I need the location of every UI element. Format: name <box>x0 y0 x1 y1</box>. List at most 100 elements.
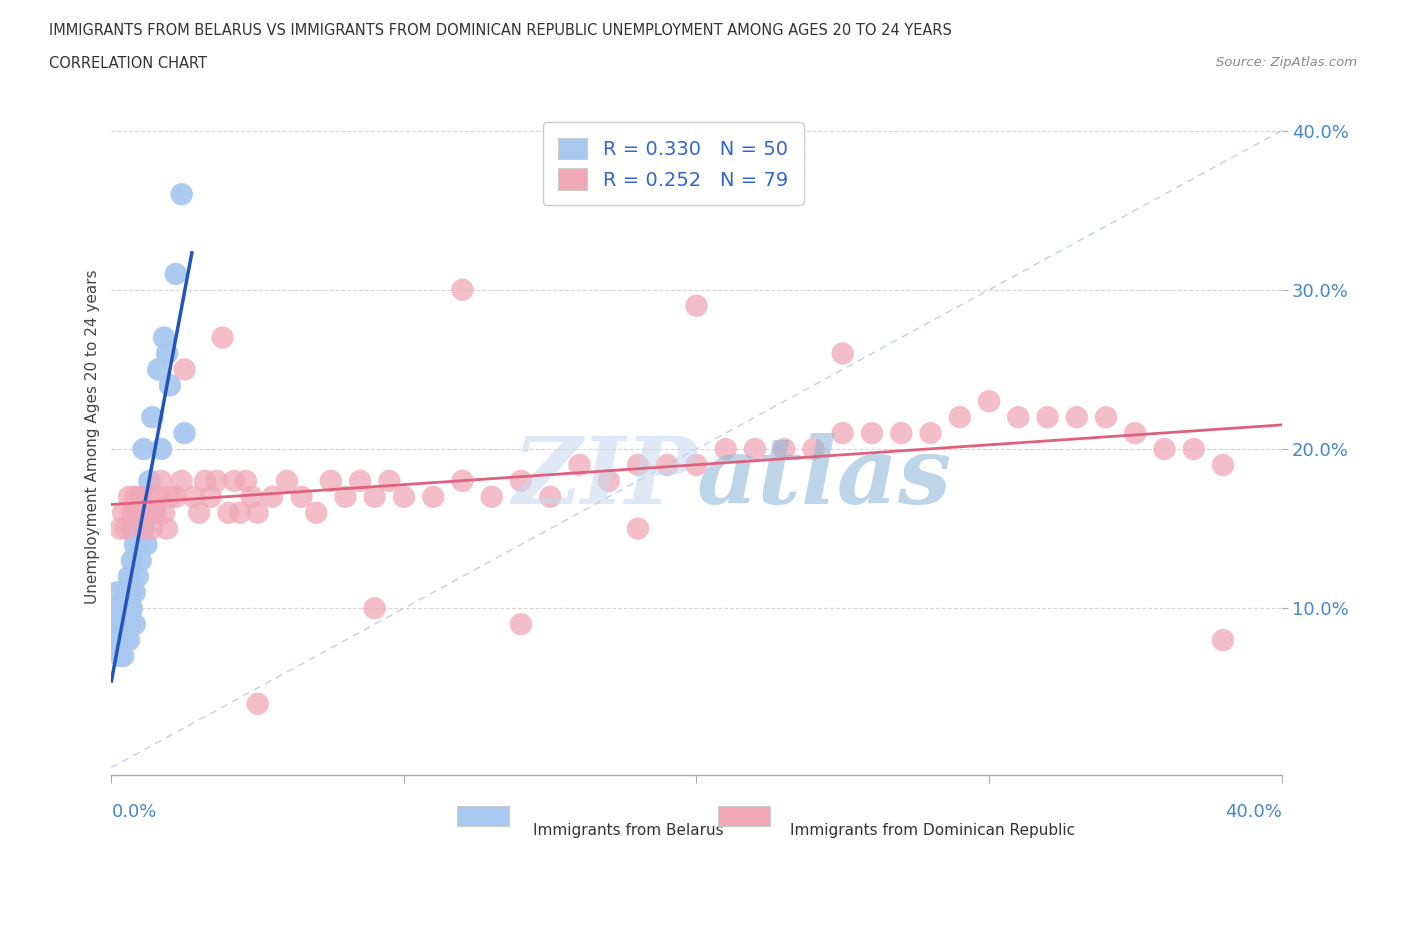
Point <box>165 489 187 504</box>
Point <box>108 648 131 663</box>
Point <box>200 489 222 504</box>
Point <box>153 330 176 345</box>
Point <box>860 426 883 441</box>
FancyBboxPatch shape <box>717 806 770 826</box>
Point <box>132 521 155 536</box>
Point <box>115 632 138 647</box>
Point <box>112 617 135 631</box>
Point <box>112 632 135 647</box>
Point <box>949 410 972 425</box>
Point <box>108 632 131 647</box>
Point <box>1036 410 1059 425</box>
Point <box>108 617 131 631</box>
Point <box>173 426 195 441</box>
Point <box>103 632 125 647</box>
Point <box>127 569 149 584</box>
Point <box>124 538 146 552</box>
Point <box>127 505 149 520</box>
Point <box>568 458 591 472</box>
Point <box>108 632 131 647</box>
Point <box>118 489 141 504</box>
Point <box>217 505 239 520</box>
Point <box>108 601 131 616</box>
Point <box>170 187 193 202</box>
Point <box>105 601 128 616</box>
Point <box>229 505 252 520</box>
Point <box>138 489 160 504</box>
Point <box>714 442 737 457</box>
Point <box>150 473 173 488</box>
Point <box>115 617 138 631</box>
Point <box>121 601 143 616</box>
Point <box>141 410 163 425</box>
Point <box>510 617 533 631</box>
Point <box>129 538 152 552</box>
Point <box>121 601 143 616</box>
Point <box>181 489 204 504</box>
Point <box>1153 442 1175 457</box>
Point <box>1123 426 1146 441</box>
Point <box>121 521 143 536</box>
Point <box>156 521 179 536</box>
Point <box>1182 442 1205 457</box>
Point <box>108 648 131 663</box>
Point <box>803 442 825 457</box>
Point <box>627 521 650 536</box>
Point <box>118 632 141 647</box>
Point <box>121 521 143 536</box>
Point <box>118 601 141 616</box>
Point <box>124 585 146 600</box>
Point <box>115 632 138 647</box>
Point <box>112 648 135 663</box>
Point <box>262 489 284 504</box>
Point <box>132 521 155 536</box>
Point <box>977 393 1000 408</box>
Point <box>135 505 157 520</box>
Point <box>115 617 138 631</box>
Point <box>598 473 620 488</box>
Point <box>148 362 170 377</box>
Point <box>118 569 141 584</box>
Text: 40.0%: 40.0% <box>1225 803 1281 820</box>
Text: Immigrants from Dominican Republic: Immigrants from Dominican Republic <box>790 823 1076 838</box>
Point <box>150 442 173 457</box>
Point <box>831 426 853 441</box>
Text: 0.0%: 0.0% <box>111 803 157 820</box>
Point <box>224 473 246 488</box>
Point <box>115 585 138 600</box>
Point <box>392 489 415 504</box>
Point <box>124 617 146 631</box>
Point <box>153 330 176 345</box>
Point <box>129 489 152 504</box>
Point <box>143 505 166 520</box>
Point <box>246 505 269 520</box>
Point <box>451 473 474 488</box>
Point <box>112 601 135 616</box>
Point <box>129 553 152 568</box>
Point <box>627 458 650 472</box>
Point <box>105 601 128 616</box>
Point <box>657 458 679 472</box>
Point <box>108 617 131 631</box>
Point <box>170 187 193 202</box>
Point <box>108 521 131 536</box>
Point <box>118 632 141 647</box>
Point <box>115 601 138 616</box>
Point <box>112 505 135 520</box>
Point <box>510 473 533 488</box>
Point <box>235 473 257 488</box>
Point <box>246 697 269 711</box>
Point <box>127 505 149 520</box>
Point <box>105 601 128 616</box>
Point <box>481 489 503 504</box>
Point <box>103 632 125 647</box>
Point <box>118 601 141 616</box>
Point <box>451 283 474 298</box>
Point <box>108 601 131 616</box>
Point <box>135 505 157 520</box>
Point <box>105 617 128 631</box>
Point <box>105 601 128 616</box>
Point <box>349 473 371 488</box>
Point <box>422 489 444 504</box>
Point <box>153 505 176 520</box>
